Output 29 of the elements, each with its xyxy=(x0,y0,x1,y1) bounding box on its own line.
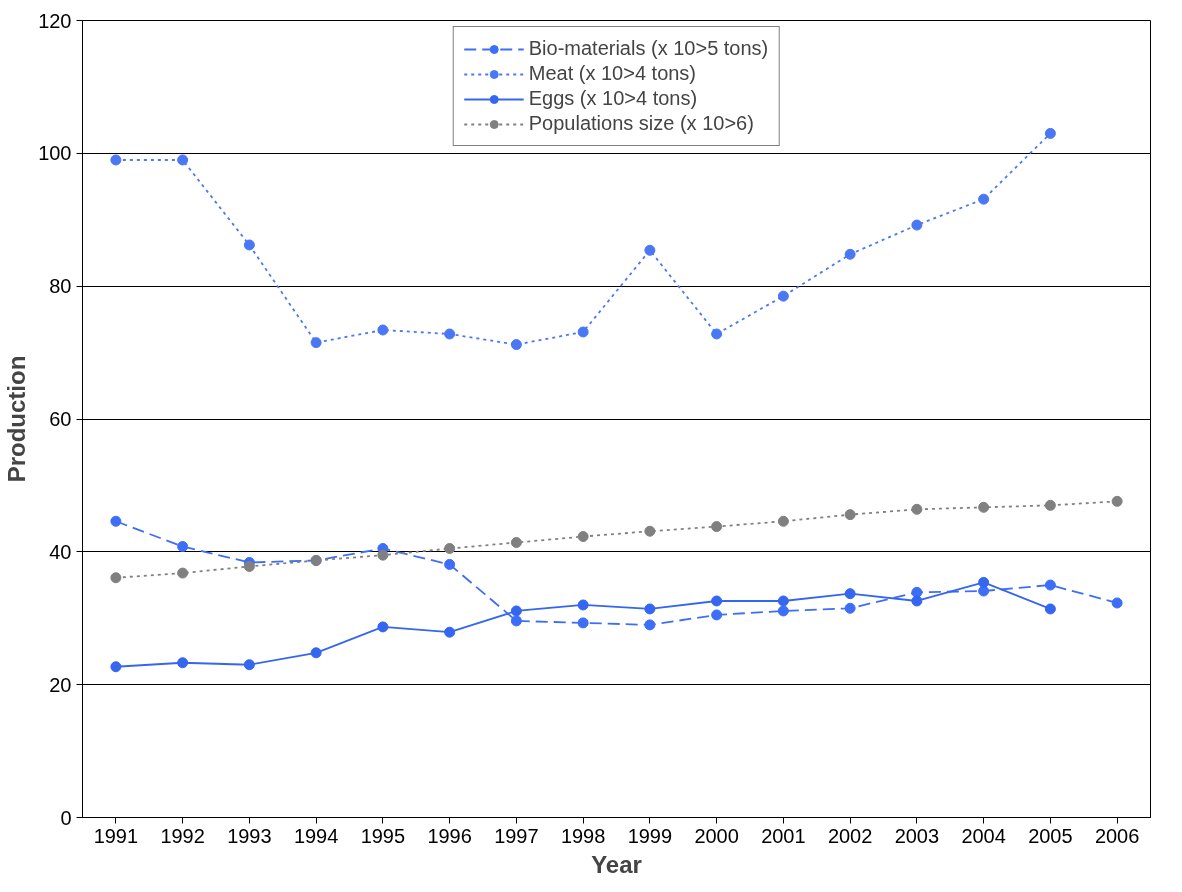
y-tick-label: 20 xyxy=(49,673,72,696)
x-tick-label: 1995 xyxy=(360,824,406,847)
x-tick-label: 1993 xyxy=(227,824,272,847)
x-tick-label: 2000 xyxy=(694,824,739,847)
x-tick-label: 2005 xyxy=(1028,824,1073,847)
y-tick-label: 80 xyxy=(49,275,72,298)
x-tick-label: 1991 xyxy=(93,824,139,847)
y-tick-label: 100 xyxy=(38,142,72,165)
x-tick-label: 2003 xyxy=(894,824,940,847)
legend-label: Meat (x 10>4 tons) xyxy=(528,62,697,85)
x-tick-label: 2002 xyxy=(827,824,873,847)
x-tick-label: 1997 xyxy=(494,824,539,847)
x-tick-label: 1996 xyxy=(427,824,472,847)
y-tick-label: 40 xyxy=(49,540,72,563)
x-tick-label: 1998 xyxy=(560,824,606,847)
y-tick-label: 60 xyxy=(49,408,72,430)
x-axis-title: Year xyxy=(591,850,642,878)
x-tick-label: 2001 xyxy=(761,824,806,847)
legend-label: Bio-materials (x 10>5 tons) xyxy=(528,37,769,60)
x-tick-label: 1992 xyxy=(160,824,205,847)
x-tick-label: 1994 xyxy=(293,824,339,847)
legend-label: Populations size (x 10>6) xyxy=(528,112,754,135)
x-tick-label: 2006 xyxy=(1094,824,1140,847)
y-tick-label: 0 xyxy=(60,806,72,829)
x-tick-label: 1999 xyxy=(627,824,673,847)
x-tick-label: 2004 xyxy=(961,824,1006,847)
y-tick-label: 120 xyxy=(38,9,72,32)
legend-label: Eggs (x 10>4 tons) xyxy=(528,87,698,110)
y-axis-title: Production xyxy=(3,355,31,483)
